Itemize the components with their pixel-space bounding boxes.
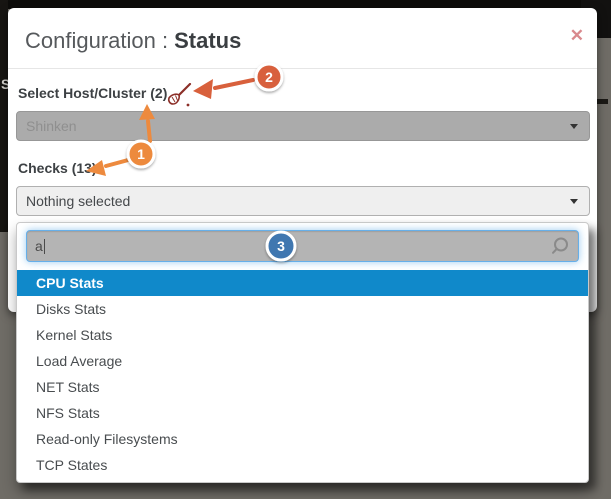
text-cursor xyxy=(43,239,45,254)
list-item-kernel-stats[interactable]: Kernel Stats xyxy=(36,327,113,343)
modal-title-prefix: Configuration : xyxy=(25,28,169,53)
checks-select[interactable]: Nothing selected xyxy=(16,186,590,216)
checks-search-input[interactable]: a xyxy=(26,230,579,262)
checks-label: Checks (13) xyxy=(18,160,97,176)
list-item-nfs-stats[interactable]: NFS Stats xyxy=(36,405,100,421)
caret-down-icon xyxy=(570,199,578,204)
list-item-readonly-filesystems[interactable]: Read-only Filesystems xyxy=(36,431,178,447)
modal-title-emphasis: Status xyxy=(174,28,242,53)
host-cluster-label: Select Host/Cluster (2) xyxy=(18,85,168,101)
background-top-bar xyxy=(0,0,611,9)
background-right-line xyxy=(597,99,608,104)
broom-icon[interactable] xyxy=(166,83,192,107)
close-icon[interactable]: ✕ xyxy=(569,26,584,45)
search-icon xyxy=(552,237,568,254)
host-cluster-select[interactable]: Shinken xyxy=(16,111,590,141)
background-clipped-text: S xyxy=(1,76,11,92)
list-item-disks-stats[interactable]: Disks Stats xyxy=(36,301,107,317)
caret-down-icon xyxy=(570,124,578,129)
search-input-value: a xyxy=(35,238,43,254)
background-left-strip xyxy=(0,0,8,232)
list-item-tcp-states[interactable]: TCP States xyxy=(36,457,108,473)
list-item-load-average[interactable]: Load Average xyxy=(36,353,123,369)
checks-dropdown-menu: a CPU Stats Disks Stats Kernel Stats Loa… xyxy=(16,222,589,483)
list-item-cpu-stats[interactable]: CPU Stats xyxy=(17,270,588,296)
list-item-net-stats[interactable]: NET Stats xyxy=(36,379,100,395)
checks-selected-value: Nothing selected xyxy=(26,193,131,209)
checks-option-list: CPU Stats Disks Stats Kernel Stats Load … xyxy=(17,270,588,478)
modal-title: Configuration : Status xyxy=(25,28,241,54)
host-cluster-selected-value: Shinken xyxy=(26,118,77,134)
header-divider xyxy=(8,68,597,69)
